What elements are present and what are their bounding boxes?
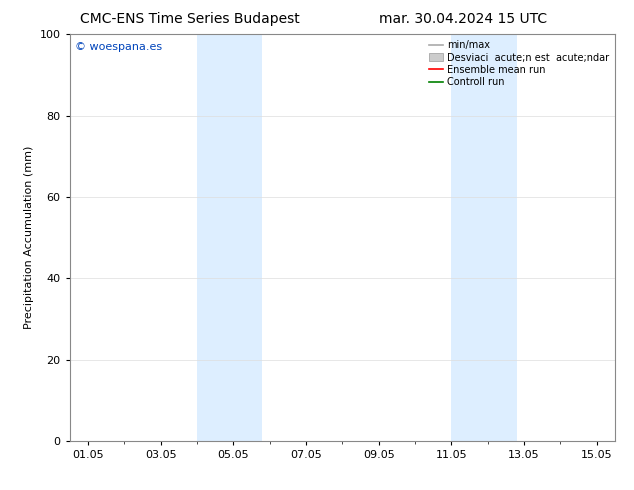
Y-axis label: Precipitation Accumulation (mm): Precipitation Accumulation (mm) <box>24 146 34 329</box>
Legend: min/max, Desviaci  acute;n est  acute;ndar, Ensemble mean run, Controll run: min/max, Desviaci acute;n est acute;ndar… <box>425 37 612 90</box>
Bar <box>197 34 262 441</box>
Text: © woespana.es: © woespana.es <box>75 43 162 52</box>
Text: CMC-ENS Time Series Budapest: CMC-ENS Time Series Budapest <box>81 12 300 26</box>
Text: mar. 30.04.2024 15 UTC: mar. 30.04.2024 15 UTC <box>378 12 547 26</box>
Bar <box>451 34 517 441</box>
